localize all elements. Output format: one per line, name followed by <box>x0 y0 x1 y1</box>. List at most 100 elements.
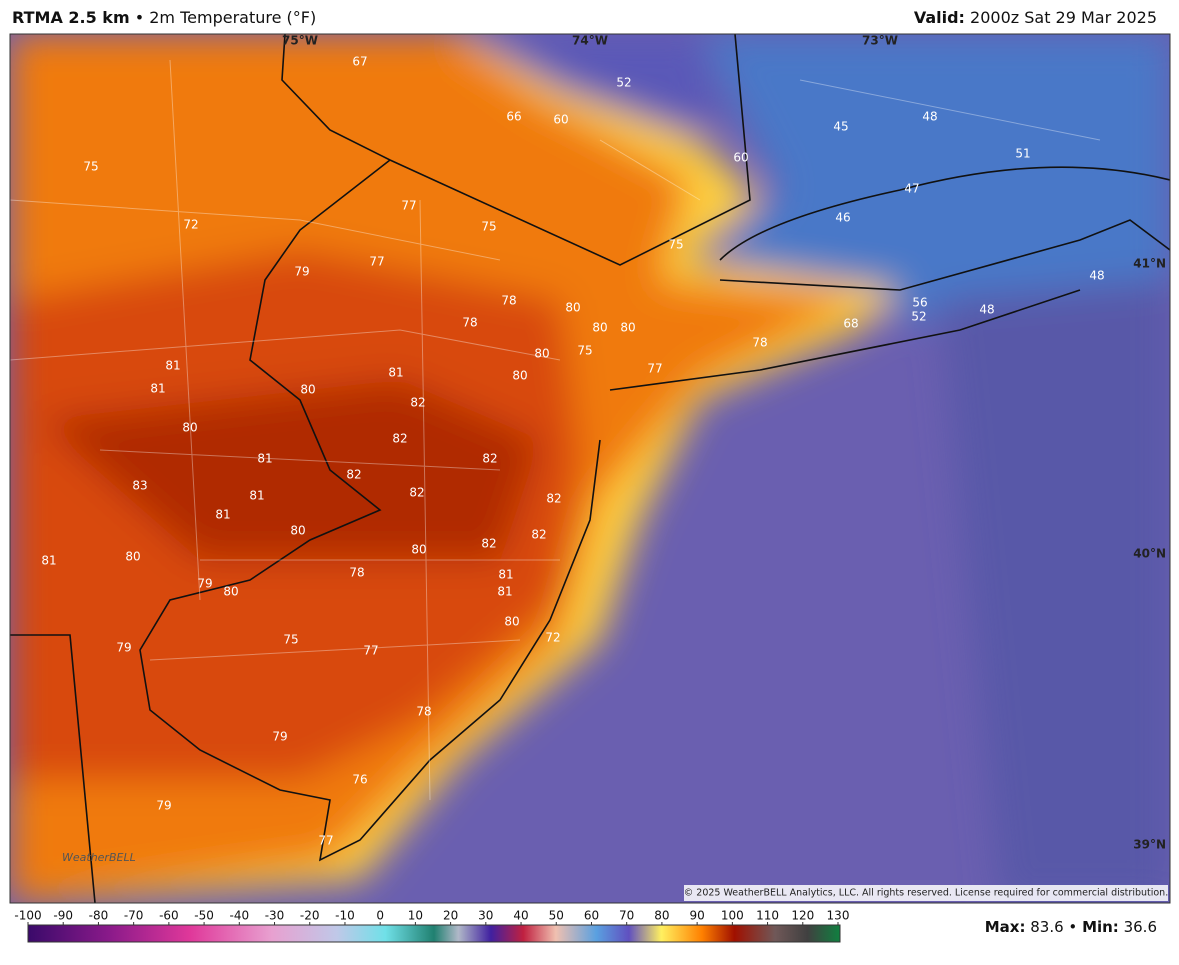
colorbar-tick-label: -100 <box>14 909 41 923</box>
copyright: © 2025 WeatherBELL Analytics, LLC. All r… <box>684 888 1168 899</box>
logo: WeatherBELL <box>62 851 136 864</box>
colorbar-ticks: -100 -90 -80 -70 -60 -50 -40 -30 -20 -10 0 10 20 30 40… <box>14 909 850 925</box>
temperature-label: 68 <box>843 317 858 331</box>
temperature-label: 75 <box>481 220 496 234</box>
temperature-label: 48 <box>922 110 937 124</box>
temperature-label: 66 <box>506 110 521 124</box>
temperature-label: 77 <box>363 644 378 658</box>
temperature-label: 72 <box>545 631 560 645</box>
valid-time: 2000z Sat 29 Mar 2025 <box>970 8 1157 27</box>
temperature-label: 80 <box>290 524 305 538</box>
temperature-label: 79 <box>116 641 131 655</box>
colorbar-tick-label: -70 <box>124 909 144 923</box>
temperature-label: 81 <box>165 359 180 373</box>
separator: • <box>1068 918 1078 936</box>
temperature-field <box>10 34 1170 903</box>
temperature-label: 60 <box>733 151 748 165</box>
temperature-label: 78 <box>349 566 364 580</box>
temperature-label: 77 <box>318 834 333 848</box>
colorbar-tick-label: 110 <box>756 909 779 923</box>
temperature-label: 79 <box>197 577 212 591</box>
colorbar-tick-label: 60 <box>584 909 599 923</box>
temperature-label: 78 <box>416 705 431 719</box>
max-label: Max: <box>984 918 1026 936</box>
model: RTMA 2.5 km <box>12 8 130 27</box>
temperature-label: 77 <box>401 199 416 213</box>
temperature-label: 81 <box>249 489 264 503</box>
temperature-label: 52 <box>911 310 926 324</box>
latitude-label: 39°N <box>1133 838 1166 852</box>
footer: Max: 83.6 • Min: 36.6 <box>985 918 1157 936</box>
temperature-label: 80 <box>223 585 238 599</box>
longitude-label: 75°W <box>282 34 318 48</box>
temperature-label: 60 <box>553 113 568 127</box>
temperature-label: 75 <box>668 238 683 252</box>
temperature-label: 51 <box>1015 147 1030 161</box>
colorbar-tick-label: -10 <box>335 909 355 923</box>
colorbar-tick-label: 30 <box>478 909 493 923</box>
temperature-label: 67 <box>352 55 367 69</box>
colorbar-tick-label: -20 <box>300 909 320 923</box>
temperature-label: 78 <box>752 336 767 350</box>
colorbar-tick-label: 130 <box>827 909 850 923</box>
temperature-label: 80 <box>534 347 549 361</box>
min: 36.6 <box>1123 918 1157 936</box>
temperature-label: 45 <box>833 120 848 134</box>
temperature-label: 82 <box>481 537 496 551</box>
colorbar-tick-label: 70 <box>619 909 634 923</box>
temperature-label: 52 <box>616 76 631 90</box>
temperature-label: 81 <box>215 508 230 522</box>
temperature-label: 81 <box>41 554 56 568</box>
temperature-label: 81 <box>150 382 165 396</box>
temperature-label: 83 <box>132 479 147 493</box>
temperature-label: 80 <box>620 321 635 335</box>
temperature-label: 80 <box>411 543 426 557</box>
colorbar-tick-label: -80 <box>89 909 109 923</box>
colorbar-tick-label: -50 <box>194 909 214 923</box>
temperature-label: 81 <box>498 568 513 582</box>
temperature-label: 48 <box>979 303 994 317</box>
temperature-label: 82 <box>392 432 407 446</box>
temperature-label: 78 <box>501 294 516 308</box>
temperature-label: 47 <box>904 182 919 196</box>
temperature-label: 72 <box>183 218 198 232</box>
temperature-label: 82 <box>482 452 497 466</box>
copyright-bg <box>684 885 1168 901</box>
temperature-label: 75 <box>577 344 592 358</box>
temperature-label: 77 <box>647 362 662 376</box>
temperature-label: 79 <box>156 799 171 813</box>
temperature-label: 56 <box>912 296 927 310</box>
colorbar-tick-label: 120 <box>791 909 814 923</box>
colorbar-tick-label: 20 <box>443 909 458 923</box>
temperature-label: 80 <box>565 301 580 315</box>
colorbar-tick-label: 90 <box>689 909 704 923</box>
temperature-label: 46 <box>835 211 850 225</box>
temperature-label: 75 <box>83 160 98 174</box>
colorbar-tick-label: 40 <box>513 909 528 923</box>
colorbar-tick-label: -30 <box>265 909 285 923</box>
temperature-label: 82 <box>346 468 361 482</box>
colorbar-tick-label: 50 <box>549 909 564 923</box>
temperature-label: 82 <box>410 396 425 410</box>
temperature-label: 81 <box>497 585 512 599</box>
longitude-label: 73°W <box>862 34 898 48</box>
graticule-labels: 75°W 74°W 73°W 41°N 40°N 39°N <box>282 34 1166 852</box>
valid: Valid: 2000z Sat 29 Mar 2025 <box>914 8 1157 27</box>
temperature-label: 75 <box>283 633 298 647</box>
temperature-label: 48 <box>1089 269 1104 283</box>
field: 2m Temperature (°F) <box>149 8 317 27</box>
temperature-label: 80 <box>504 615 519 629</box>
colorbar-tick-label: -40 <box>229 909 249 923</box>
longitude-label: 74°W <box>572 34 608 48</box>
latitude-label: 40°N <box>1133 547 1166 561</box>
title: RTMA 2.5 km • 2m Temperature (°F) <box>12 8 316 27</box>
map-frame <box>9 33 1171 904</box>
temperature-label: 80 <box>512 369 527 383</box>
colorbar-tick-label: 100 <box>721 909 744 923</box>
colorbar-tick-label: -60 <box>159 909 179 923</box>
colorbar-tick-label: 10 <box>408 909 423 923</box>
colorbar-tick-label: 80 <box>654 909 669 923</box>
